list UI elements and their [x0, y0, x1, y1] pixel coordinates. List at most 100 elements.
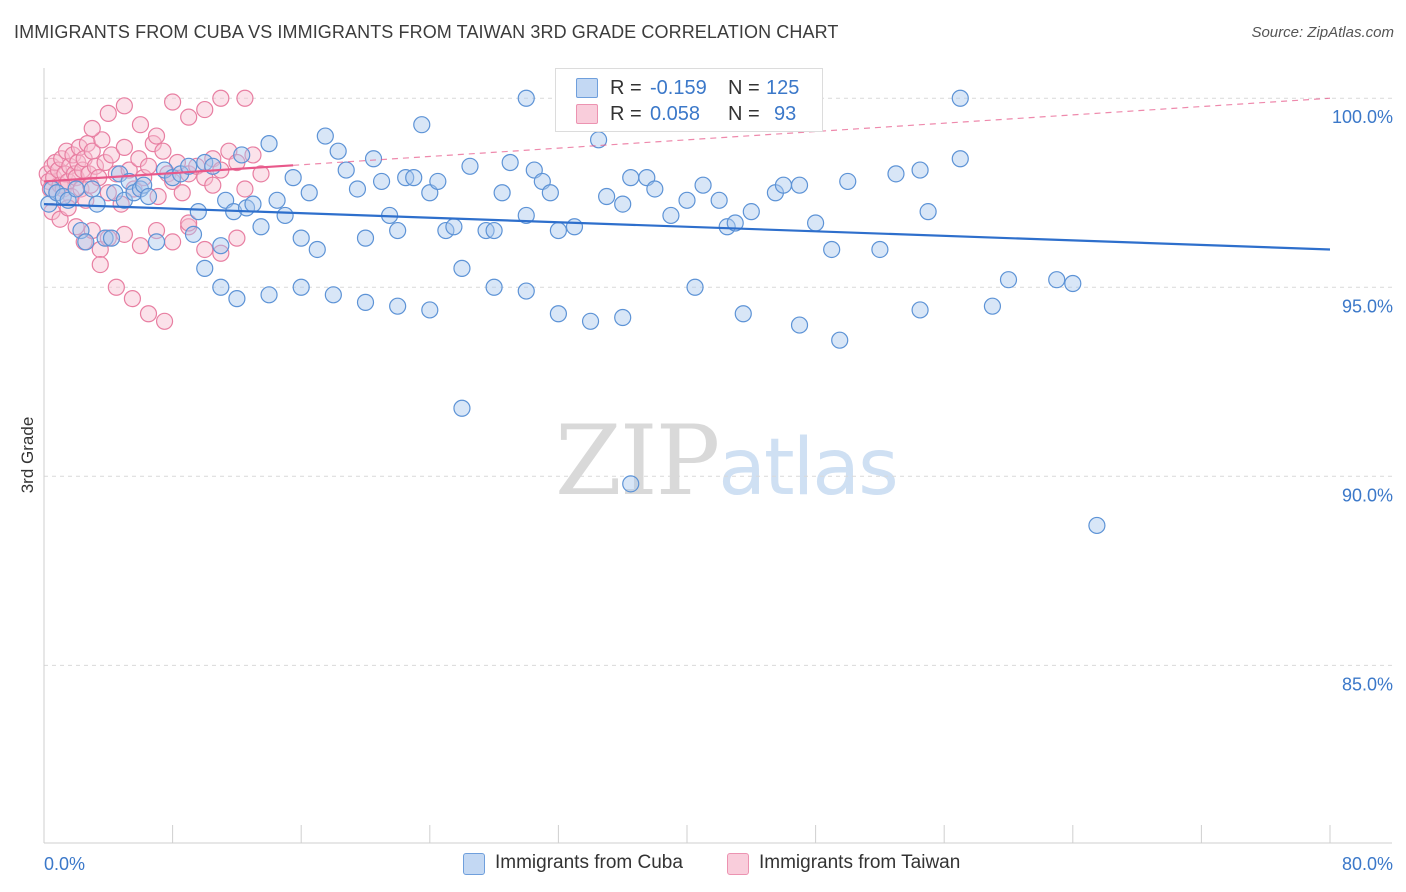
taiwan-point	[86, 157, 105, 175]
cuba-point	[233, 146, 251, 164]
cuba-point	[734, 305, 752, 323]
cuba-point	[598, 187, 616, 206]
series-swatch-taiwan	[727, 853, 749, 875]
taiwan-point	[196, 100, 214, 119]
cuba-point	[260, 286, 278, 304]
cuba-point	[485, 278, 503, 296]
cuba-point	[823, 240, 841, 259]
taiwan-point	[83, 119, 101, 138]
x-tick-label-max: 80.0%	[1342, 854, 1393, 874]
cuba-point	[999, 271, 1018, 289]
legend-row-cuba: R = -0.159 N = 125	[576, 77, 816, 99]
cuba-point	[726, 214, 744, 232]
cuba-point	[806, 214, 825, 232]
cuba-point	[139, 187, 158, 206]
cuba-point	[364, 150, 383, 168]
watermark-zip: ZIP	[555, 405, 720, 517]
taiwan-point	[93, 131, 111, 149]
taiwan-point	[131, 237, 150, 255]
legend-row-taiwan: R = 0.058 N = 93	[576, 103, 816, 125]
cuba-point	[102, 229, 121, 247]
taiwan-point	[236, 180, 254, 198]
cuba-point	[284, 169, 302, 187]
legend-r-label-cuba: R =	[610, 77, 642, 99]
watermark: ZIPatlas	[555, 405, 899, 517]
taiwan-trend-line	[43, 164, 294, 183]
taiwan-point	[164, 93, 182, 111]
taiwan-point	[204, 176, 222, 194]
series-legend-taiwan[interactable]: Immigrants from Taiwan	[727, 852, 987, 876]
cuba-point	[67, 180, 85, 198]
cuba-point	[329, 142, 347, 160]
cuba-point	[718, 218, 736, 236]
cuba-point	[742, 203, 760, 221]
cuba-point	[911, 301, 929, 319]
cuba-point	[372, 172, 391, 191]
cuba-point	[517, 206, 535, 225]
taiwan-point	[228, 229, 246, 247]
taiwan-point	[107, 278, 125, 296]
cuba-point	[212, 237, 230, 255]
cuba-point	[429, 172, 447, 191]
cuba-point	[135, 176, 153, 194]
taiwan-point	[139, 305, 158, 323]
series-legend-cuba[interactable]: Immigrants from Cuba	[463, 852, 703, 876]
cuba-point	[871, 240, 889, 259]
cuba-point	[686, 278, 704, 296]
cuba-point	[646, 180, 664, 198]
cuba-point	[485, 221, 503, 240]
taiwan-point	[115, 97, 133, 115]
cuba-point	[413, 116, 431, 134]
cuba-point	[356, 293, 375, 311]
cuba-point	[389, 221, 407, 240]
cuba-point	[292, 278, 310, 296]
cuba-point	[549, 221, 568, 240]
cuba-point	[405, 169, 423, 187]
watermark-atlas: atlas	[718, 423, 898, 513]
cuba-point	[212, 278, 230, 296]
cuba-point	[228, 290, 246, 308]
cuba-point	[147, 233, 166, 251]
cuba-point	[83, 180, 101, 198]
cuba-point	[790, 316, 809, 334]
taiwan-point	[99, 104, 117, 122]
cuba-point	[951, 150, 969, 168]
taiwan-point	[91, 255, 109, 274]
cuba-point	[184, 225, 203, 243]
cuba-point	[308, 240, 326, 259]
cuba-point	[453, 259, 471, 277]
taiwan-point	[180, 214, 198, 232]
cuba-point	[622, 169, 640, 187]
taiwan-point	[149, 187, 167, 206]
cuba-point	[951, 89, 969, 107]
y-tick-label: 85.0%	[1342, 674, 1393, 694]
cuba-point	[831, 331, 849, 349]
taiwan-point	[115, 225, 133, 243]
chart-title: IMMIGRANTS FROM CUBA VS IMMIGRANTS FROM …	[14, 22, 839, 42]
cuba-point	[77, 233, 95, 251]
taiwan-point	[155, 312, 174, 330]
cuba-point	[72, 221, 90, 240]
cuba-point	[461, 157, 479, 175]
cuba-point	[622, 475, 640, 493]
cuba-point	[493, 184, 511, 202]
cuba-point	[244, 195, 262, 213]
legend-n-label-taiwan: N =	[728, 103, 760, 125]
cuba-point	[189, 203, 207, 221]
x-tick-label-min: 0.0%	[44, 854, 85, 874]
legend-r-label-taiwan: R =	[610, 103, 642, 125]
cuba-point	[1088, 516, 1106, 535]
legend-n-value-cuba: 125	[766, 77, 800, 99]
cuba-point	[96, 229, 114, 247]
correlation-legend: R = -0.159 N = 125 R = 0.058 N = 93	[555, 68, 823, 132]
cuba-point	[252, 218, 270, 236]
taiwan-point	[139, 157, 158, 175]
cuba-point	[1064, 274, 1082, 293]
cuba-point	[421, 301, 439, 319]
series-label-taiwan: Immigrants from Taiwan	[759, 852, 961, 873]
cuba-point	[662, 206, 680, 225]
cuba-point	[88, 195, 106, 213]
cuba-point	[196, 259, 214, 277]
cuba-point	[678, 191, 696, 209]
